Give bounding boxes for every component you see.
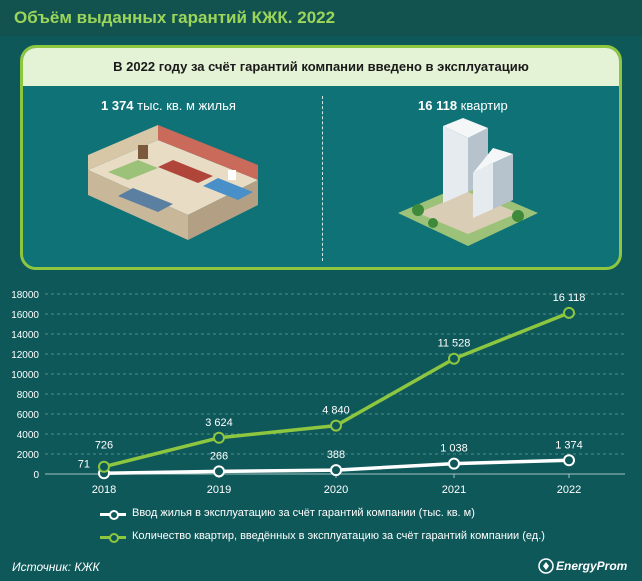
data-label: 1 038 (440, 443, 468, 455)
energyprom-logo-icon (538, 558, 554, 574)
panel-header: В 2022 году за счёт гарантий компании вв… (23, 48, 619, 86)
x-tick-label: 2021 (442, 484, 466, 496)
stat-apartments-value: 16 118 (418, 98, 458, 113)
header-bar: Объём выданных гарантий КЖК. 2022 (0, 0, 642, 36)
data-label: 11 528 (438, 338, 471, 350)
legend-label-housing: Ввод жилья в эксплуатацию за счёт гарант… (132, 507, 475, 519)
source-note: Источник: КЖК (12, 560, 100, 574)
y-tick-label: 4000 (17, 430, 40, 441)
data-label: 388 (327, 449, 345, 461)
data-point (330, 464, 342, 477)
legend-label-apartments: Количество квартир, введённых в эксплуат… (132, 530, 545, 542)
data-label: 1 374 (555, 439, 583, 451)
stat-housing-value: 1 374 (101, 98, 134, 113)
data-point (448, 457, 460, 470)
x-tick-label: 2020 (324, 484, 348, 496)
x-tick-label: 2018 (92, 484, 116, 496)
y-tick-label: 0 (33, 470, 39, 481)
data-label: 266 (210, 450, 228, 462)
panel-divider (322, 96, 323, 261)
data-label: 726 (95, 440, 113, 452)
x-tick-label: 2019 (207, 484, 231, 496)
data-point (563, 306, 575, 319)
y-tick-label: 2000 (17, 450, 40, 461)
summary-panel: В 2022 году за счёт гарантий компании вв… (20, 45, 622, 270)
data-label: 71 (78, 458, 90, 470)
data-point (563, 454, 575, 467)
y-tick-label: 8000 (17, 390, 40, 401)
stat-apartments-unit: квартир (460, 98, 508, 113)
data-point (330, 419, 342, 432)
data-point (213, 431, 225, 444)
data-label: 4 840 (322, 405, 350, 417)
line-chart: 0 2000 4000 6000 8000 10000 12000 14000 16000 180… (11, 290, 625, 496)
house-interior-illustration (88, 125, 258, 240)
y-tick-label: 12000 (11, 350, 39, 361)
series-line-1 (103, 311, 570, 469)
data-point (98, 460, 110, 473)
data-label: 16 118 (553, 292, 586, 304)
y-tick-label: 16000 (11, 310, 39, 321)
legend-marker-apartments (109, 533, 119, 543)
stat-housing-area: 1 374 тыс. кв. м жилья (101, 98, 236, 113)
page-title: Объём выданных гарантий КЖК. 2022 (14, 8, 336, 27)
y-tick-label: 6000 (17, 410, 40, 421)
apartment-building-illustration (398, 118, 538, 246)
brand-name: EnergyProm (556, 559, 628, 573)
legend-marker-housing (109, 510, 119, 520)
data-label: 3 624 (205, 417, 233, 429)
stat-apartments: 16 118 квартир (418, 98, 508, 113)
stat-housing-unit: тыс. кв. м жилья (137, 98, 236, 113)
panel-title: В 2022 году за счёт гарантий компании вв… (113, 59, 529, 74)
y-tick-label: 18000 (11, 290, 39, 301)
y-tick-label: 14000 (11, 330, 39, 341)
data-point (213, 465, 225, 478)
y-tick-label: 10000 (11, 370, 39, 381)
data-point (448, 352, 460, 365)
x-tick-label: 2022 (557, 484, 581, 496)
